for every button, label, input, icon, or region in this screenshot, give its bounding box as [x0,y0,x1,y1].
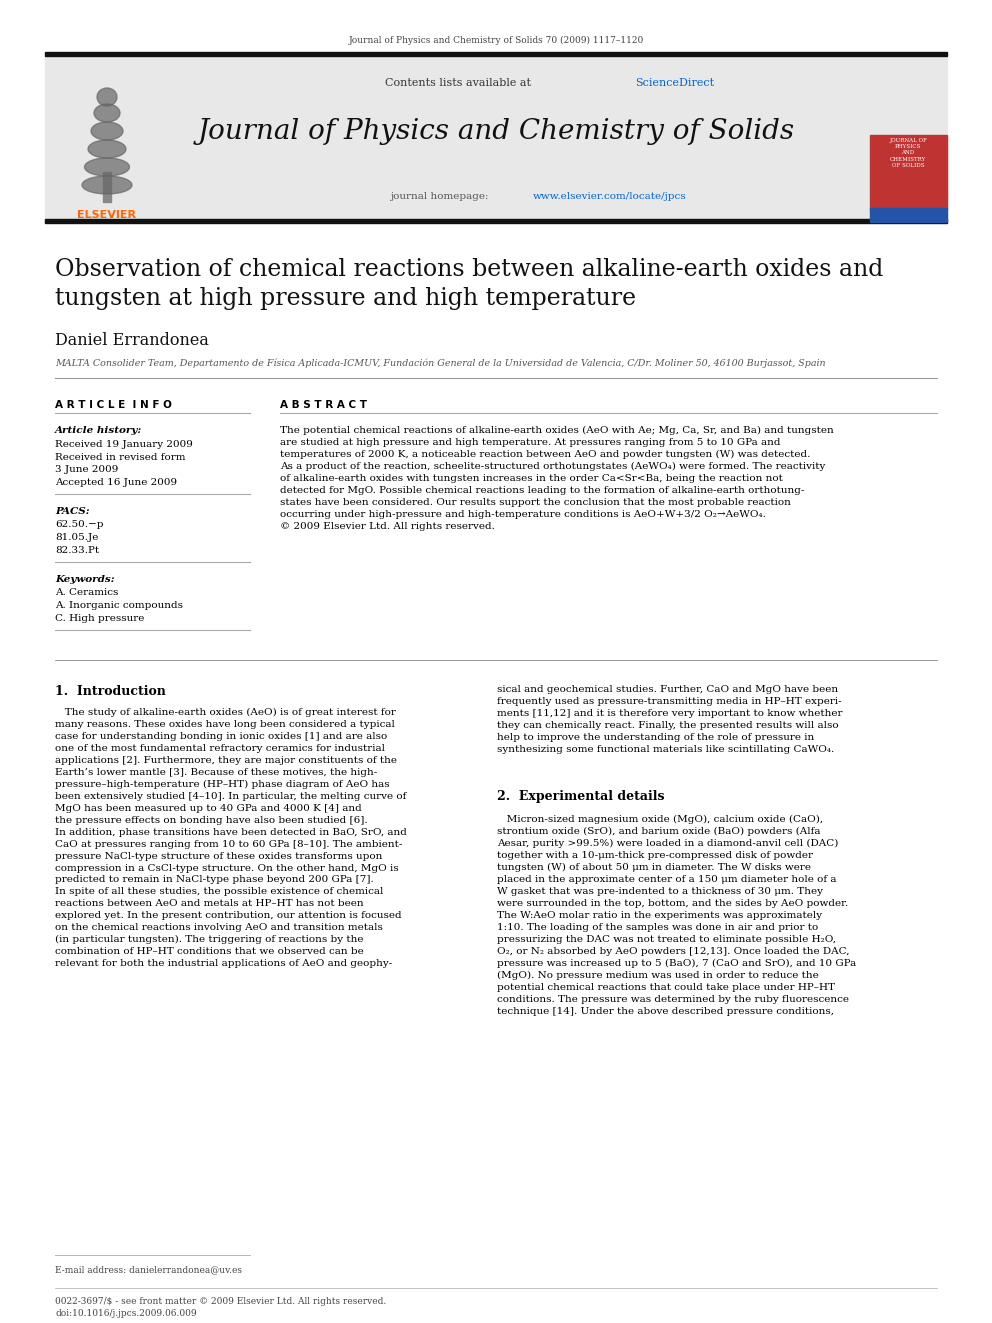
Text: A R T I C L E  I N F O: A R T I C L E I N F O [55,400,172,410]
Text: www.elsevier.com/locate/jpcs: www.elsevier.com/locate/jpcs [533,192,686,201]
Bar [45,52,947,56]
Ellipse shape [84,157,130,176]
Text: Received 19 January 2009: Received 19 January 2009 [55,441,192,448]
Text: C. High pressure: C. High pressure [55,614,145,623]
Text: doi:10.1016/j.jpcs.2009.06.009: doi:10.1016/j.jpcs.2009.06.009 [55,1308,196,1318]
Ellipse shape [82,176,132,194]
Text: 82.33.Pt: 82.33.Pt [55,546,99,556]
Text: journal homepage:: journal homepage: [390,192,492,201]
Text: JOURNAL OF
PHYSICS
AND
CHEMISTRY
OF SOLIDS: JOURNAL OF PHYSICS AND CHEMISTRY OF SOLI… [889,138,927,168]
Text: Micron-sized magnesium oxide (MgO), calcium oxide (CaO),
strontium oxide (SrO), : Micron-sized magnesium oxide (MgO), calc… [497,815,856,1016]
Text: sical and geochemical studies. Further, CaO and MgO have been
frequently used as: sical and geochemical studies. Further, … [497,685,842,754]
Text: Observation of chemical reactions between alkaline-earth oxides and
tungsten at : Observation of chemical reactions betwee… [55,258,883,311]
Text: 62.50.−p: 62.50.−p [55,520,103,529]
Ellipse shape [88,140,126,157]
Bar [45,56,947,222]
Text: Journal of Physics and Chemistry of Solids: Journal of Physics and Chemistry of Soli… [197,118,795,146]
Text: E-mail address: danielerrandonea@uv.es: E-mail address: danielerrandonea@uv.es [55,1265,242,1274]
Text: Received in revised form: Received in revised form [55,452,186,462]
Text: ScienceDirect: ScienceDirect [635,78,714,89]
Ellipse shape [91,122,123,140]
Text: Article history:: Article history: [55,426,142,435]
Text: A. Inorganic compounds: A. Inorganic compounds [55,601,183,610]
Bar [870,135,947,210]
Text: Daniel Errandonea: Daniel Errandonea [55,332,209,349]
Bar [103,172,111,202]
Text: 0022-3697/$ - see front matter © 2009 Elsevier Ltd. All rights reserved.: 0022-3697/$ - see front matter © 2009 El… [55,1297,386,1306]
Text: Journal of Physics and Chemistry of Solids 70 (2009) 1117–1120: Journal of Physics and Chemistry of Soli… [348,36,644,45]
Text: A. Ceramics: A. Ceramics [55,587,118,597]
Text: Keywords:: Keywords: [55,576,115,583]
Text: A B S T R A C T: A B S T R A C T [280,400,367,410]
Bar [45,220,947,224]
Ellipse shape [97,89,117,106]
Bar [870,208,947,222]
Text: 2.  Experimental details: 2. Experimental details [497,790,665,803]
Text: The potential chemical reactions of alkaline-earth oxides (AeO with Ae; Mg, Ca, : The potential chemical reactions of alka… [280,426,833,531]
Text: ELSEVIER: ELSEVIER [77,210,137,220]
Text: The study of alkaline-earth oxides (AeO) is of great interest for
many reasons. : The study of alkaline-earth oxides (AeO)… [55,708,407,968]
Text: 1.  Introduction: 1. Introduction [55,685,166,699]
Text: PACS:: PACS: [55,507,89,516]
Text: 3 June 2009: 3 June 2009 [55,464,118,474]
Text: Contents lists available at: Contents lists available at [385,78,535,89]
Text: MALTA Consolider Team, Departamento de Física Aplicada-ICMUV, Fundación General : MALTA Consolider Team, Departamento de F… [55,359,825,368]
Text: 81.05.Je: 81.05.Je [55,533,98,542]
Text: Accepted 16 June 2009: Accepted 16 June 2009 [55,478,178,487]
Ellipse shape [94,105,120,122]
